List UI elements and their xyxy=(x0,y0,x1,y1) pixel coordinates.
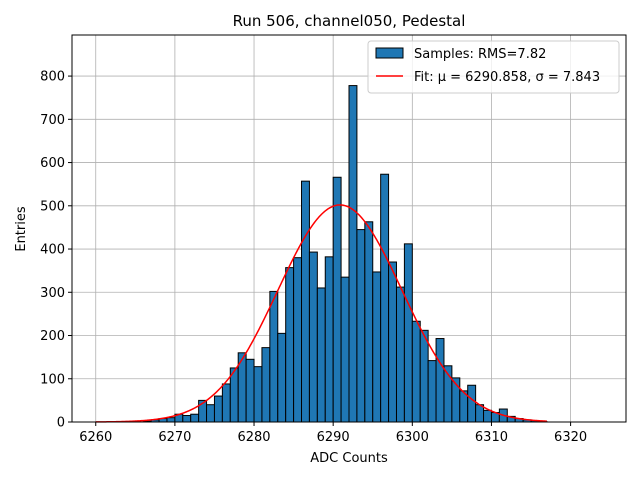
histogram-bar xyxy=(364,221,374,423)
x-tick-label: 6270 xyxy=(158,430,191,445)
histogram-bar xyxy=(166,417,176,423)
histogram-bar xyxy=(419,329,429,423)
histogram-bar xyxy=(285,267,295,423)
histogram-bar xyxy=(403,243,413,423)
histogram-bar xyxy=(190,413,200,423)
histogram-bar xyxy=(340,276,350,423)
fit-curve xyxy=(95,204,547,423)
histogram-bar xyxy=(467,384,477,423)
legend-fit-label: Fit: μ = 6290.858, σ = 7.843 xyxy=(414,70,600,85)
histogram-bar xyxy=(308,251,318,423)
legend-box xyxy=(367,40,620,94)
histogram-bar xyxy=(411,320,421,423)
histogram-bar xyxy=(388,261,397,423)
y-tick-label: 100 xyxy=(40,372,65,387)
histogram-bar xyxy=(435,338,445,423)
histogram-bar xyxy=(182,415,192,423)
y-tick-label: 0 xyxy=(57,416,65,431)
x-tick-label: 6310 xyxy=(475,430,508,445)
x-tick-label: 6290 xyxy=(317,430,350,445)
histogram-bar xyxy=(301,180,310,423)
histogram-bar xyxy=(316,287,326,423)
histogram-bar xyxy=(277,332,287,423)
histogram-bar xyxy=(475,404,485,423)
histogram-bar xyxy=(293,257,303,423)
chart-title: Run 506, channel050, Pedestal xyxy=(233,12,466,30)
x-tick-label: 6320 xyxy=(554,430,587,445)
histogram-bar xyxy=(206,404,215,423)
x-tick-label: 6280 xyxy=(237,430,270,445)
histogram-bar xyxy=(395,286,405,423)
histogram-bar xyxy=(483,409,492,423)
histogram-bar xyxy=(356,229,366,423)
x-tick-label: 6260 xyxy=(79,430,112,445)
y-tick-label: 500 xyxy=(40,199,65,214)
y-axis-ticks: 0 100 200 300 400 500 600 700 800 xyxy=(40,70,72,431)
x-axis-ticks: 6260 6270 6280 6290 6300 6310 6320 xyxy=(79,422,587,445)
legend-samples-label: Samples: RMS=7.82 xyxy=(414,47,546,62)
histogram-bar xyxy=(213,395,223,423)
histogram-bar xyxy=(427,360,437,423)
histogram-bar xyxy=(221,383,231,423)
x-tick-label: 6300 xyxy=(396,430,429,445)
histogram-bars xyxy=(142,85,548,423)
histogram-bar xyxy=(253,366,263,423)
histogram-bar xyxy=(372,271,382,423)
x-axis-label: ADC Counts xyxy=(310,451,388,466)
y-tick-label: 800 xyxy=(40,70,65,85)
legend: Samples: RMS=7.82 Fit: μ = 6290.858, σ =… xyxy=(367,40,620,94)
histogram-bar xyxy=(269,290,279,423)
legend-samples-swatch xyxy=(375,47,404,59)
y-tick-label: 600 xyxy=(40,156,65,171)
histogram-bar xyxy=(245,358,255,423)
histogram-bar xyxy=(380,173,390,423)
histogram-bar xyxy=(261,347,271,423)
y-tick-label: 300 xyxy=(40,286,65,301)
y-tick-label: 200 xyxy=(40,329,65,344)
y-tick-label: 700 xyxy=(40,113,65,128)
histogram-bar xyxy=(332,176,342,423)
histogram-bar xyxy=(348,85,358,423)
y-axis-label: Entries xyxy=(14,206,29,252)
y-tick-label: 400 xyxy=(40,243,65,258)
plot-frame xyxy=(71,34,627,423)
histogram-bar xyxy=(324,256,334,423)
